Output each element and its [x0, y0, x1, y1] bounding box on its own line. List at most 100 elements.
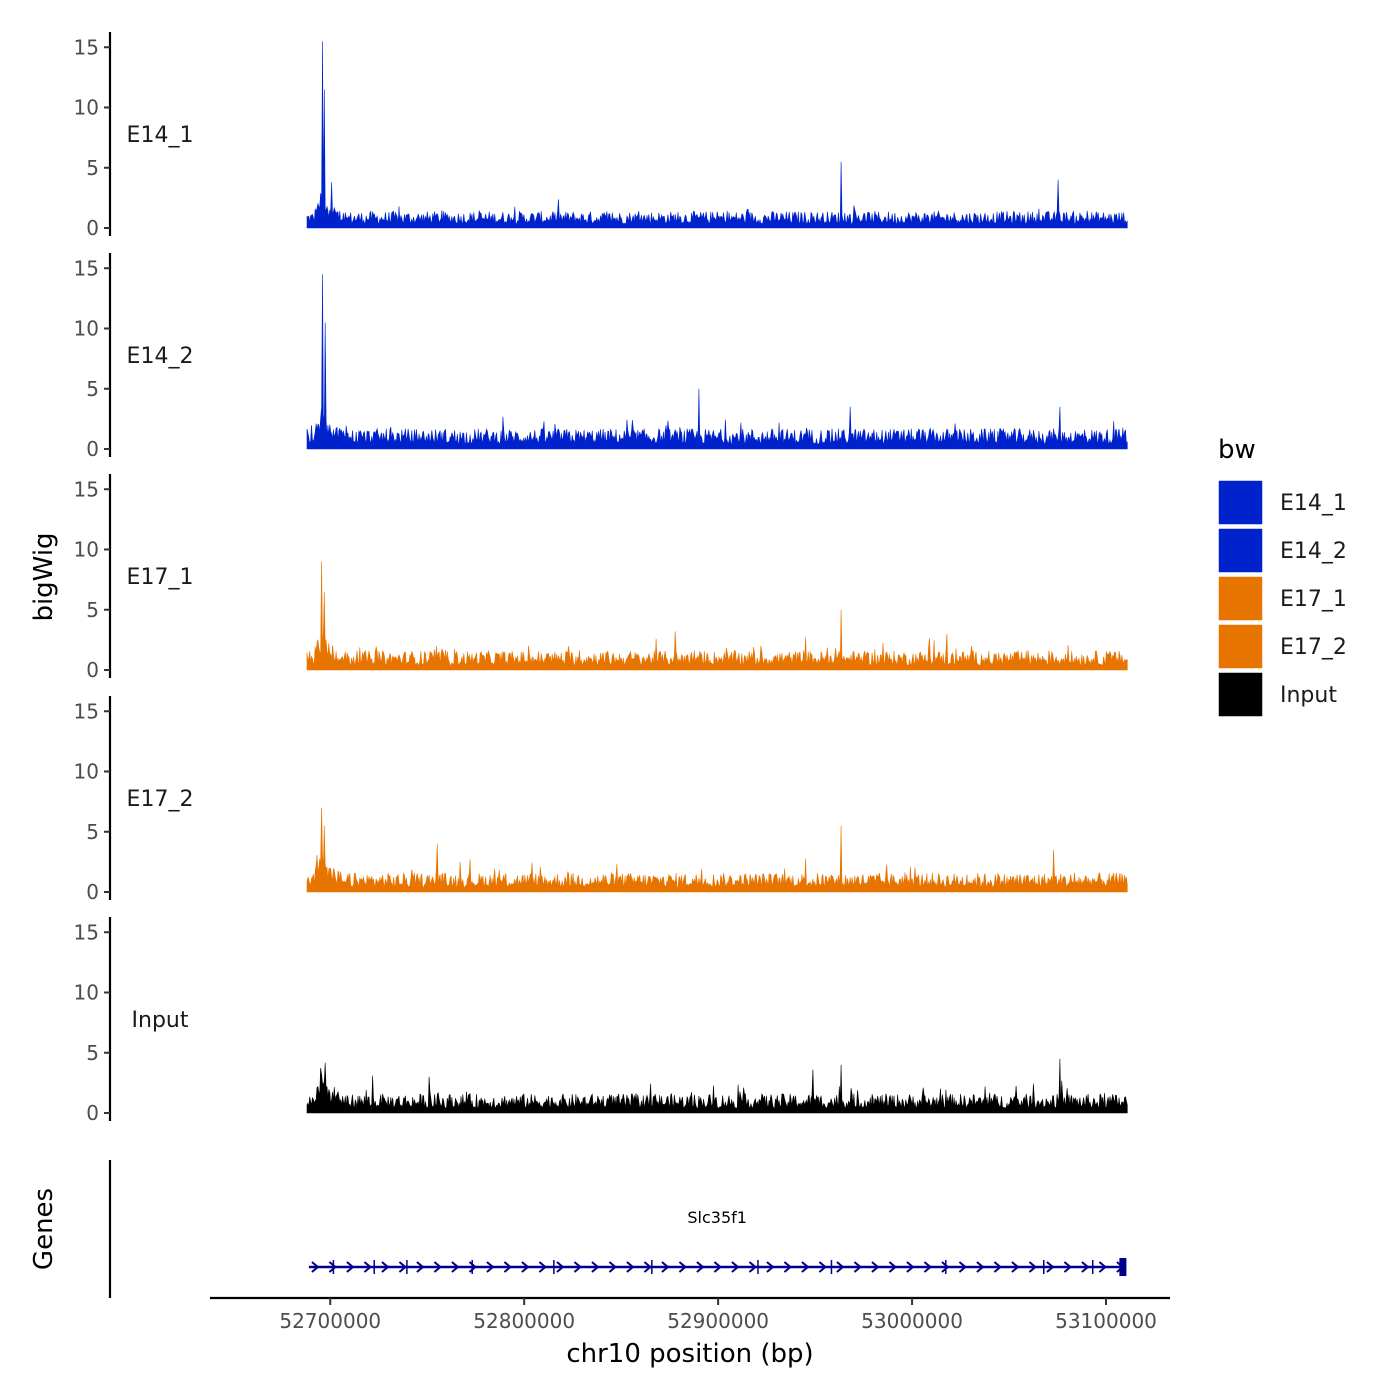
strand-arrow: [871, 1261, 880, 1273]
strand-arrow: [556, 1261, 565, 1273]
x-tick-label: 52800000: [473, 1309, 575, 1333]
x-axis-title: chr10 position (bp): [566, 1339, 813, 1369]
strand-arrow: [976, 1261, 985, 1273]
signal-area-E14_2: [306, 274, 1128, 450]
y-tick-label: 0: [86, 216, 99, 240]
strand-arrow: [696, 1261, 705, 1273]
strand-arrow: [591, 1261, 600, 1273]
track-E17_2: 0 5 10 15 E17_2: [74, 696, 1128, 904]
y-tick-label: 0: [86, 437, 99, 461]
strand-arrow: [731, 1261, 740, 1273]
gene-label: Slc35f1: [687, 1208, 747, 1227]
strand-arrow: [398, 1261, 407, 1273]
gene-Slc35f1: Slc35f1: [308, 1208, 1127, 1276]
genes-track-title: Genes: [29, 1188, 59, 1270]
legend-swatch-E17_1: [1217, 575, 1264, 622]
strand-arrow: [643, 1261, 652, 1273]
y-tick-label: 15: [74, 699, 99, 723]
strand-arrow: [346, 1261, 355, 1273]
strand-arrow: [1028, 1261, 1037, 1273]
signal-area-E17_1: [306, 561, 1128, 671]
strand-arrow: [836, 1261, 845, 1273]
y-tick-label: 0: [86, 880, 99, 904]
y-tick-label: 15: [74, 920, 99, 944]
y-tick-label: 5: [86, 1041, 99, 1065]
signal-tracks: 0 5 10 15 E14_1 0 5 10 15 E14_2 0 5 10 15 E17_1 0 5 10 15 E…: [74, 32, 1128, 1125]
signal-area-E14_1: [306, 41, 1128, 229]
signal-area-E17_2: [306, 807, 1128, 893]
strand-arrow: [1081, 1261, 1090, 1273]
track-E14_2: 0 5 10 15 E14_2: [74, 253, 1128, 461]
strand-arrow: [311, 1261, 320, 1273]
strand-arrow: [818, 1261, 827, 1273]
strand-arrow: [468, 1261, 477, 1273]
genes-track: Slc35f1: [108, 1160, 1127, 1298]
legend-swatch-E17_2: [1217, 623, 1264, 670]
track-label-E14_1: E14_1: [127, 123, 194, 148]
track-label-Input: Input: [132, 1008, 189, 1033]
y-tick-label: 15: [74, 256, 99, 280]
strand-arrow: [416, 1261, 425, 1273]
x-tick-label: 53100000: [1055, 1309, 1157, 1333]
y-tick-label: 0: [86, 658, 99, 682]
y-tick-label: 5: [86, 820, 99, 844]
strand-arrow: [766, 1261, 775, 1273]
x-axis: 52700000 52800000 52900000 53000000 53100000: [210, 1296, 1170, 1333]
strand-arrow: [521, 1261, 530, 1273]
strand-arrow: [1063, 1261, 1072, 1273]
track-E14_1: 0 5 10 15 E14_1: [74, 32, 1128, 240]
strand-arrow: [801, 1261, 810, 1273]
y-tick-label: 5: [86, 598, 99, 622]
x-tick-label: 53000000: [861, 1309, 963, 1333]
strand-arrow: [503, 1261, 512, 1273]
strand-arrow: [906, 1261, 915, 1273]
strand-arrow: [363, 1261, 372, 1273]
strand-arrow: [678, 1261, 687, 1273]
signal-area-Input: [306, 1058, 1128, 1114]
strand-arrow: [538, 1261, 547, 1273]
legend-swatch-E14_1: [1217, 479, 1264, 526]
legend-title: bw: [1218, 435, 1256, 465]
y-axis-title: bigWig: [29, 532, 59, 621]
y-tick-label: 15: [74, 477, 99, 501]
track-Input: 0 5 10 15 Input: [74, 917, 1128, 1125]
legend-label-E17_2: E17_2: [1280, 635, 1347, 660]
legend-swatch-Input: [1217, 671, 1264, 718]
strand-arrow: [993, 1261, 1002, 1273]
strand-arrow: [783, 1261, 792, 1273]
y-tick-label: 10: [74, 317, 99, 341]
track-E17_1: 0 5 10 15 E17_1: [74, 474, 1128, 682]
y-tick-label: 0: [86, 1101, 99, 1125]
strand-arrow: [608, 1261, 617, 1273]
strand-arrow: [486, 1261, 495, 1273]
strand-arrow: [958, 1261, 967, 1273]
y-tick-label: 5: [86, 377, 99, 401]
strand-arrow: [328, 1261, 337, 1273]
strand-arrow: [853, 1261, 862, 1273]
strand-arrow: [713, 1261, 722, 1273]
y-tick-label: 15: [74, 35, 99, 59]
strand-arrow: [573, 1261, 582, 1273]
exon-end: [1119, 1258, 1127, 1276]
strand-arrow: [661, 1261, 670, 1273]
strand-arrow: [923, 1261, 932, 1273]
strand-arrow: [1046, 1261, 1055, 1273]
strand-arrow: [1011, 1261, 1020, 1273]
legend-swatch-E14_2: [1217, 527, 1264, 574]
x-tick-label: 52700000: [279, 1309, 381, 1333]
strand-arrow: [888, 1261, 897, 1273]
legend-label-E14_2: E14_2: [1280, 539, 1347, 564]
strand-arrow: [451, 1261, 460, 1273]
y-tick-label: 10: [74, 760, 99, 784]
legend: bw E14_1 E14_2 E17_1 E17_2 Input: [1217, 435, 1347, 718]
track-label-E17_1: E17_1: [127, 565, 194, 590]
legend-label-E14_1: E14_1: [1280, 491, 1347, 516]
strand-arrow: [626, 1261, 635, 1273]
y-tick-label: 10: [74, 538, 99, 562]
strand-arrow: [941, 1261, 950, 1273]
legend-label-Input: Input: [1280, 683, 1337, 708]
strand-arrow: [381, 1261, 390, 1273]
y-tick-label: 10: [74, 96, 99, 120]
strand-arrow: [748, 1261, 757, 1273]
